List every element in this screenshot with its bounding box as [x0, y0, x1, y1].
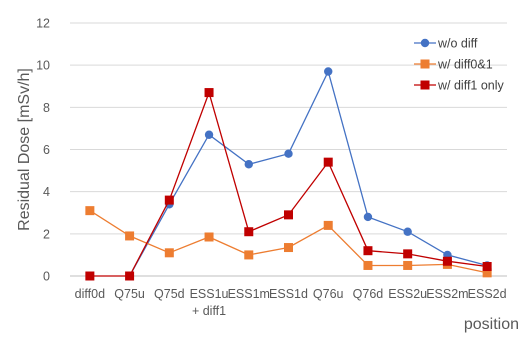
x-tick-label-line: ESS1u [190, 287, 229, 301]
data-point [244, 160, 253, 169]
y-axis-title: Residual Dose [mSv/h] [16, 68, 33, 231]
x-tick-label: Q76d [353, 287, 384, 301]
series-line [129, 69, 488, 277]
gridlines [70, 22, 507, 235]
data-point [403, 227, 412, 236]
data-point [403, 260, 413, 270]
legend-label: w/ diff0&1 [437, 58, 493, 72]
x-axis-title: position [464, 316, 519, 333]
data-point [323, 157, 333, 167]
data-point [284, 243, 293, 253]
y-tick-label: 10 [36, 59, 50, 73]
series-1 [85, 206, 492, 278]
x-tick-label: ESS1m [228, 287, 270, 301]
data-point [363, 246, 373, 256]
data-point [403, 249, 413, 259]
data-point [442, 256, 452, 266]
x-tick-label: ESS1u + diff1 [190, 287, 229, 318]
legend-marker [420, 38, 430, 48]
data-point [85, 271, 95, 281]
legend-label: w/o diff [437, 37, 478, 51]
x-tick-label: ESS2m [426, 287, 468, 301]
series-lines [85, 67, 492, 281]
data-point [244, 227, 254, 237]
x-tick-label: ESS1d [269, 287, 308, 301]
data-point [482, 262, 492, 272]
data-point [164, 195, 174, 205]
data-point [363, 212, 373, 222]
x-tick-label-line: Q75d [154, 287, 185, 301]
legend-label: w/ diff1 only [437, 79, 505, 93]
data-point [284, 149, 293, 158]
x-tick-label: Q76u [313, 287, 344, 301]
x-tick-label: ESS2u [388, 287, 427, 301]
y-tick-label: 6 [43, 143, 50, 157]
x-tick-label-line: ESS2m [426, 287, 468, 301]
legend-item: w/ diff1 only [414, 79, 505, 93]
data-point [125, 231, 135, 241]
y-tick-label: 2 [43, 227, 50, 241]
x-tick-label-line: Q76d [353, 287, 384, 301]
legend-item: w/o diff [414, 37, 478, 51]
legend-item: w/ diff0&1 [414, 58, 493, 72]
y-tick-label: 12 [36, 17, 50, 31]
x-tick-label: diff0d [75, 287, 105, 301]
x-tick-label-line: ESS1m [228, 287, 270, 301]
axes: 0 2 4 6 8 10 12 diff0d Q75u Q75d ESS1u + diff1ESS1m… [16, 17, 519, 334]
x-tick-label-line: ESS2u [388, 287, 427, 301]
data-point [244, 250, 254, 260]
data-point [204, 88, 214, 98]
data-point [164, 248, 174, 258]
x-tick-label: Q75d [154, 287, 185, 301]
data-point [324, 67, 333, 76]
data-point [284, 210, 293, 220]
legend: w/o diff w/ diff0&1 w/ diff1 only [414, 37, 505, 93]
x-tick-label: Q75u [114, 287, 145, 301]
data-point [85, 206, 95, 216]
x-tick-label-line: diff0d [75, 287, 105, 301]
x-tick-label-line: + diff1 [192, 304, 226, 318]
legend-marker [420, 80, 430, 90]
data-point [204, 130, 214, 139]
y-tick-label: 4 [43, 185, 50, 199]
series-line [89, 210, 488, 274]
data-point [323, 220, 333, 230]
y-tick-label: 0 [43, 270, 50, 284]
x-tick-label-line: Q76u [313, 287, 344, 301]
legend-marker [420, 59, 430, 69]
x-tick-label-line: ESS2d [468, 287, 507, 301]
data-point [482, 268, 492, 278]
y-tick-label: 8 [43, 101, 50, 115]
series-2 [85, 88, 492, 281]
x-tick-label: ESS2d [468, 287, 507, 301]
data-point [363, 260, 373, 270]
x-tick-label-line: ESS1d [269, 287, 308, 301]
x-tick-label-line: Q75u [114, 287, 145, 301]
data-point [204, 232, 214, 242]
data-point [125, 271, 135, 281]
